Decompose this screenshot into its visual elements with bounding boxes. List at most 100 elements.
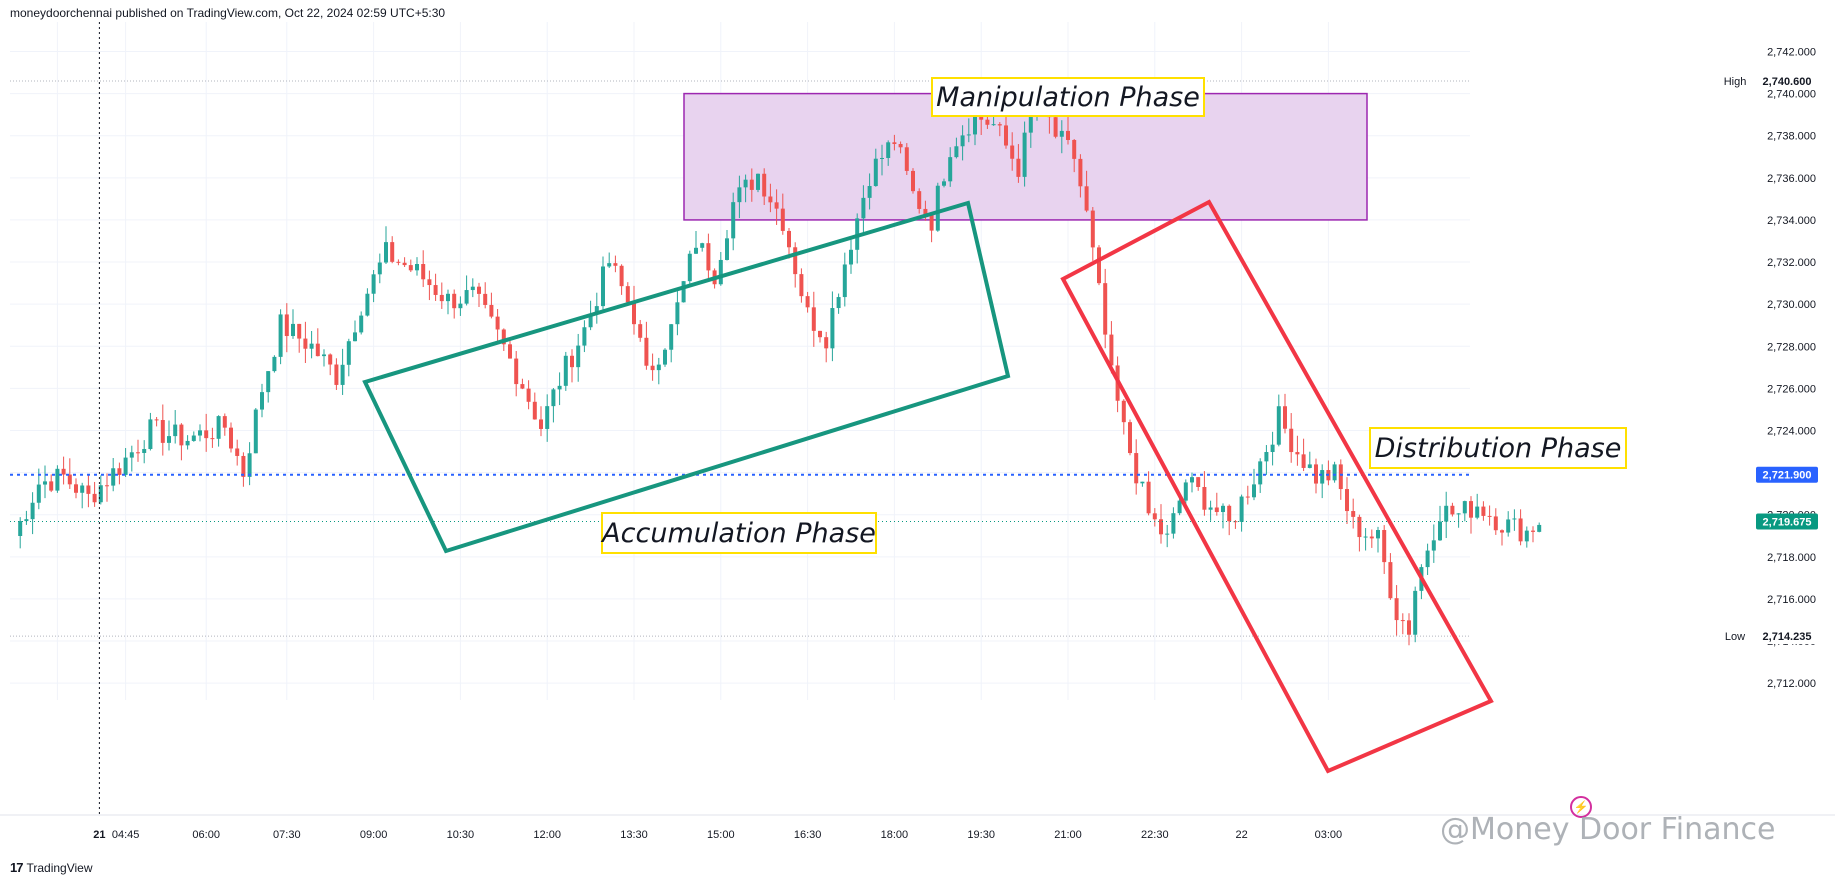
- price-tick-label: 2,718.000: [1767, 552, 1816, 564]
- candle-body: [557, 385, 562, 390]
- candle-body: [675, 302, 680, 325]
- candle-body: [1438, 521, 1442, 541]
- low-badge: [1756, 628, 1818, 645]
- candle-body: [266, 371, 271, 393]
- candle-body: [346, 341, 351, 365]
- candle-body: [142, 449, 147, 453]
- candle-body: [632, 302, 636, 325]
- candle-body: [185, 440, 190, 446]
- candle-body: [353, 332, 357, 342]
- candle-body: [105, 485, 109, 487]
- last-price-value: 2,719.675: [1763, 517, 1812, 529]
- candle-body: [1134, 453, 1139, 484]
- candle-body: [818, 330, 822, 338]
- publisher-info: moneydoorchennai published on TradingVie…: [10, 6, 446, 20]
- candle-body: [61, 468, 66, 475]
- candle-body: [706, 243, 711, 271]
- time-tick-label: 16:30: [794, 829, 822, 841]
- candle-body: [477, 286, 481, 294]
- candle-body: [1301, 454, 1306, 468]
- tradingview-logo[interactable]: 17 TradingView: [10, 860, 93, 875]
- time-tick-label: 22: [1235, 829, 1247, 841]
- candle-body: [1481, 506, 1486, 516]
- candle-body: [260, 392, 264, 410]
- candle-body: [303, 338, 308, 349]
- candle-body: [377, 262, 382, 275]
- candle-body: [278, 314, 283, 357]
- candle-body: [1239, 496, 1244, 522]
- candle-body: [929, 215, 934, 231]
- candle-body: [1531, 530, 1535, 532]
- price-tick-label: 2,730.000: [1767, 299, 1816, 311]
- candle-body: [80, 485, 85, 493]
- last-price-badge: [1756, 513, 1818, 530]
- phase-labels: Accumulation Phase Manipulation Phase Dist…: [600, 77, 1627, 554]
- time-tick-label: 06:00: [192, 829, 220, 841]
- price-tick-label: 2,742.000: [1767, 46, 1816, 58]
- candle-body: [1369, 536, 1374, 539]
- tradingview-logo-icon: 17: [10, 860, 24, 875]
- candle-body: [1258, 461, 1263, 485]
- candle-body: [309, 343, 314, 349]
- candle-body: [198, 430, 202, 436]
- candle-body: [1289, 428, 1294, 453]
- candle-body: [619, 265, 624, 287]
- candle-body: [960, 135, 965, 147]
- candle-body: [1190, 477, 1194, 483]
- candle-body: [1183, 482, 1188, 501]
- candle-body: [911, 170, 915, 192]
- candle-body: [1363, 536, 1368, 538]
- candle-body: [86, 485, 91, 494]
- candle-body: [966, 134, 971, 136]
- candle-body: [1506, 519, 1511, 533]
- candle-body: [216, 416, 221, 439]
- candle-body: [1320, 470, 1325, 484]
- candlestick-series: [18, 78, 1542, 646]
- price-tick-label: 2,738.000: [1767, 131, 1816, 143]
- candle-body: [1227, 505, 1232, 522]
- candle-body: [340, 364, 345, 385]
- candle-body: [687, 253, 692, 282]
- high-tag-box: [1718, 72, 1752, 89]
- candle-body: [470, 286, 475, 291]
- candle-body: [1493, 516, 1498, 531]
- candle-body: [768, 196, 773, 203]
- candle-body: [18, 521, 23, 537]
- candle-body: [520, 384, 525, 389]
- lightning-icon[interactable]: ⚡: [1570, 796, 1592, 818]
- candle-body: [446, 293, 450, 302]
- candle-body: [129, 452, 134, 458]
- candle-body: [1332, 464, 1337, 481]
- price-axis: 2,712.0002,714.0002,716.0002,718.0002,72…: [1718, 46, 1818, 690]
- candle-body: [1097, 247, 1101, 284]
- price-tick-label: 2,740.000: [1767, 89, 1816, 101]
- candle-body: [904, 147, 909, 171]
- candle-body: [880, 157, 884, 159]
- candle-body: [985, 119, 990, 125]
- candle-body: [997, 124, 1002, 126]
- time-axis: 21 04:45 06:00 07:30 09:00 10:30 12:00 13:30 15:…: [0, 814, 1835, 841]
- candle-body: [1382, 530, 1387, 563]
- candle-body: [1053, 117, 1058, 137]
- candle-body: [1264, 452, 1269, 462]
- candle-body: [663, 349, 667, 365]
- candle-body: [154, 419, 159, 421]
- candle-body: [830, 308, 835, 349]
- candle-body: [948, 157, 953, 182]
- candle-body: [991, 124, 996, 126]
- candle-body: [49, 481, 54, 491]
- candle-body: [396, 261, 401, 263]
- time-tick-label: 18:00: [881, 829, 909, 841]
- candle-body: [1121, 400, 1126, 423]
- candle-body: [824, 337, 829, 349]
- price-tick-label: 2,734.000: [1767, 215, 1816, 227]
- candle-body: [98, 485, 103, 503]
- candle-body: [117, 468, 122, 475]
- candle-body: [67, 474, 72, 485]
- candle-body: [315, 343, 320, 357]
- candle-body: [1221, 505, 1225, 513]
- horizontal-line-badge: [1756, 466, 1818, 483]
- candle-body: [458, 303, 463, 309]
- candle-body: [253, 409, 258, 454]
